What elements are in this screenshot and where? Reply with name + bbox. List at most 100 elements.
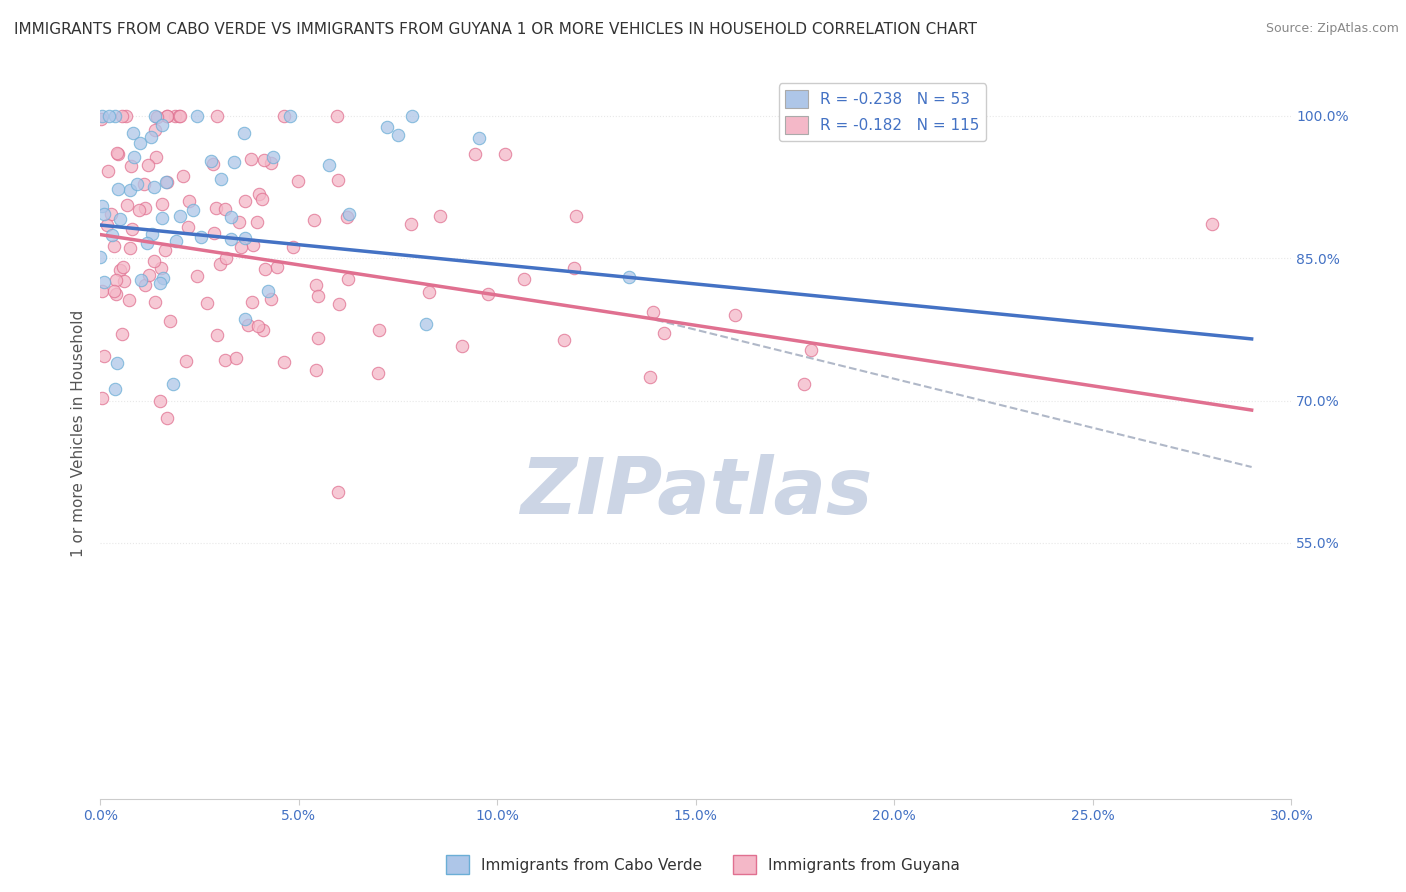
Point bbox=[233, 312, 256, 326]
Point bbox=[262, 150, 284, 164]
Point bbox=[307, 331, 329, 345]
Point bbox=[253, 262, 276, 277]
Point bbox=[215, 251, 238, 265]
Point bbox=[337, 207, 360, 221]
Point bbox=[107, 146, 129, 161]
Point bbox=[200, 153, 222, 168]
Point bbox=[245, 215, 267, 229]
Point bbox=[326, 485, 349, 500]
Point bbox=[143, 180, 166, 194]
Point bbox=[143, 295, 166, 310]
Point bbox=[105, 356, 128, 370]
Legend: R = -0.238   N = 53, R = -0.182   N = 115: R = -0.238 N = 53, R = -0.182 N = 115 bbox=[779, 84, 986, 141]
Point bbox=[120, 183, 142, 197]
Point bbox=[159, 314, 181, 328]
Point bbox=[118, 293, 141, 307]
Point bbox=[1201, 217, 1223, 231]
Point bbox=[336, 272, 359, 286]
Point bbox=[617, 269, 640, 284]
Point bbox=[375, 120, 398, 134]
Point bbox=[307, 289, 329, 303]
Point bbox=[723, 308, 745, 322]
Point bbox=[135, 235, 157, 250]
Point bbox=[186, 109, 208, 123]
Point bbox=[97, 164, 120, 178]
Point bbox=[205, 109, 228, 123]
Point bbox=[328, 297, 350, 311]
Point bbox=[143, 123, 166, 137]
Point bbox=[302, 213, 325, 227]
Point bbox=[318, 158, 340, 172]
Point bbox=[246, 318, 269, 333]
Point bbox=[90, 112, 112, 126]
Point bbox=[111, 109, 134, 123]
Point bbox=[418, 285, 440, 300]
Point bbox=[105, 287, 128, 301]
Point bbox=[93, 275, 115, 289]
Point bbox=[111, 260, 134, 275]
Point bbox=[120, 159, 142, 173]
Point bbox=[150, 197, 173, 211]
Point bbox=[107, 181, 129, 195]
Point bbox=[108, 262, 131, 277]
Point bbox=[240, 152, 263, 166]
Point bbox=[429, 209, 451, 223]
Point bbox=[149, 393, 172, 408]
Point bbox=[153, 243, 176, 257]
Point bbox=[190, 229, 212, 244]
Point bbox=[177, 219, 200, 234]
Point bbox=[149, 276, 172, 290]
Point bbox=[89, 250, 111, 264]
Point bbox=[399, 217, 422, 231]
Point bbox=[128, 136, 150, 150]
Point bbox=[155, 175, 177, 189]
Point bbox=[477, 287, 499, 301]
Point bbox=[156, 109, 179, 123]
Point bbox=[152, 271, 174, 285]
Point bbox=[415, 317, 437, 331]
Point bbox=[222, 155, 245, 169]
Point bbox=[229, 240, 252, 254]
Point bbox=[326, 172, 349, 186]
Point bbox=[155, 176, 177, 190]
Legend: Immigrants from Cabo Verde, Immigrants from Guyana: Immigrants from Cabo Verde, Immigrants f… bbox=[440, 849, 966, 880]
Point bbox=[142, 253, 165, 268]
Point bbox=[104, 382, 127, 396]
Point bbox=[150, 118, 173, 132]
Point bbox=[201, 157, 224, 171]
Point bbox=[367, 323, 389, 337]
Point bbox=[367, 367, 389, 381]
Point bbox=[125, 177, 148, 191]
Point bbox=[202, 226, 225, 240]
Point bbox=[464, 146, 486, 161]
Point bbox=[553, 333, 575, 347]
Point bbox=[207, 328, 229, 343]
Point bbox=[494, 147, 516, 161]
Point bbox=[122, 150, 145, 164]
Point bbox=[136, 158, 159, 172]
Point bbox=[273, 109, 295, 123]
Point bbox=[114, 109, 136, 123]
Point bbox=[105, 273, 128, 287]
Point bbox=[305, 363, 328, 377]
Point bbox=[228, 215, 250, 229]
Point bbox=[177, 194, 200, 208]
Point bbox=[103, 109, 125, 123]
Point bbox=[451, 339, 474, 353]
Point bbox=[233, 194, 256, 208]
Point bbox=[129, 273, 152, 287]
Point bbox=[236, 318, 259, 332]
Text: IMMIGRANTS FROM CABO VERDE VS IMMIGRANTS FROM GUYANA 1 OR MORE VEHICLES IN HOUSE: IMMIGRANTS FROM CABO VERDE VS IMMIGRANTS… bbox=[14, 22, 977, 37]
Point bbox=[134, 201, 156, 215]
Point bbox=[401, 109, 423, 123]
Point bbox=[143, 109, 166, 123]
Point bbox=[122, 126, 145, 140]
Point bbox=[145, 150, 167, 164]
Point bbox=[387, 128, 409, 142]
Point bbox=[103, 284, 125, 298]
Point bbox=[134, 278, 156, 293]
Point bbox=[219, 211, 242, 225]
Point bbox=[242, 294, 264, 309]
Point bbox=[115, 198, 138, 212]
Point bbox=[266, 260, 288, 274]
